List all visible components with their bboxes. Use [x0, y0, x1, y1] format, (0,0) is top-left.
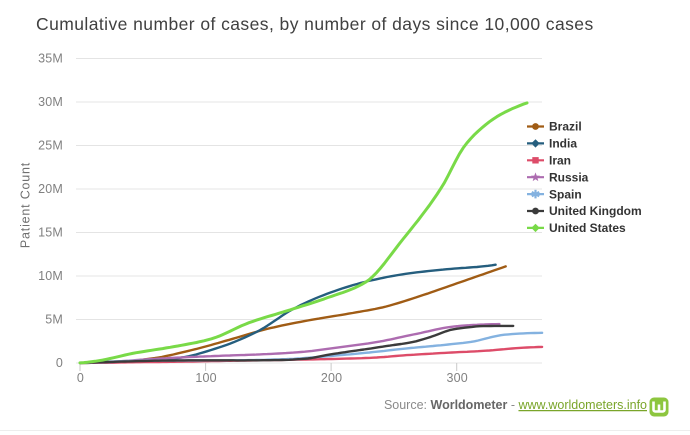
- svg-text:Spain: Spain: [549, 187, 582, 201]
- svg-text:0: 0: [56, 356, 63, 370]
- svg-text:300: 300: [446, 371, 467, 385]
- svg-text:Patient Count: Patient Count: [19, 162, 33, 248]
- svg-text:25M: 25M: [38, 139, 63, 153]
- svg-text:United States: United States: [549, 221, 626, 235]
- svg-text:India: India: [549, 137, 577, 151]
- svg-text:35M: 35M: [38, 52, 63, 66]
- svg-text:Cumulative number of cases, by: Cumulative number of cases, by number of…: [36, 14, 594, 34]
- svg-text:0: 0: [77, 371, 84, 385]
- svg-text:5M: 5M: [45, 313, 63, 327]
- svg-text:20M: 20M: [38, 182, 63, 196]
- svg-text:Russia: Russia: [549, 170, 589, 184]
- svg-text:Source: Worldometer - www.worl: Source: Worldometer - www.worldometers.i…: [384, 398, 647, 412]
- svg-text:United Kingdom: United Kingdom: [549, 204, 642, 218]
- svg-text:100: 100: [195, 371, 216, 385]
- svg-text:30M: 30M: [38, 95, 63, 109]
- svg-text:15M: 15M: [38, 226, 63, 240]
- svg-text:Iran: Iran: [549, 154, 571, 168]
- svg-text:10M: 10M: [38, 269, 63, 283]
- svg-text:200: 200: [321, 371, 342, 385]
- svg-text:Brazil: Brazil: [549, 120, 582, 134]
